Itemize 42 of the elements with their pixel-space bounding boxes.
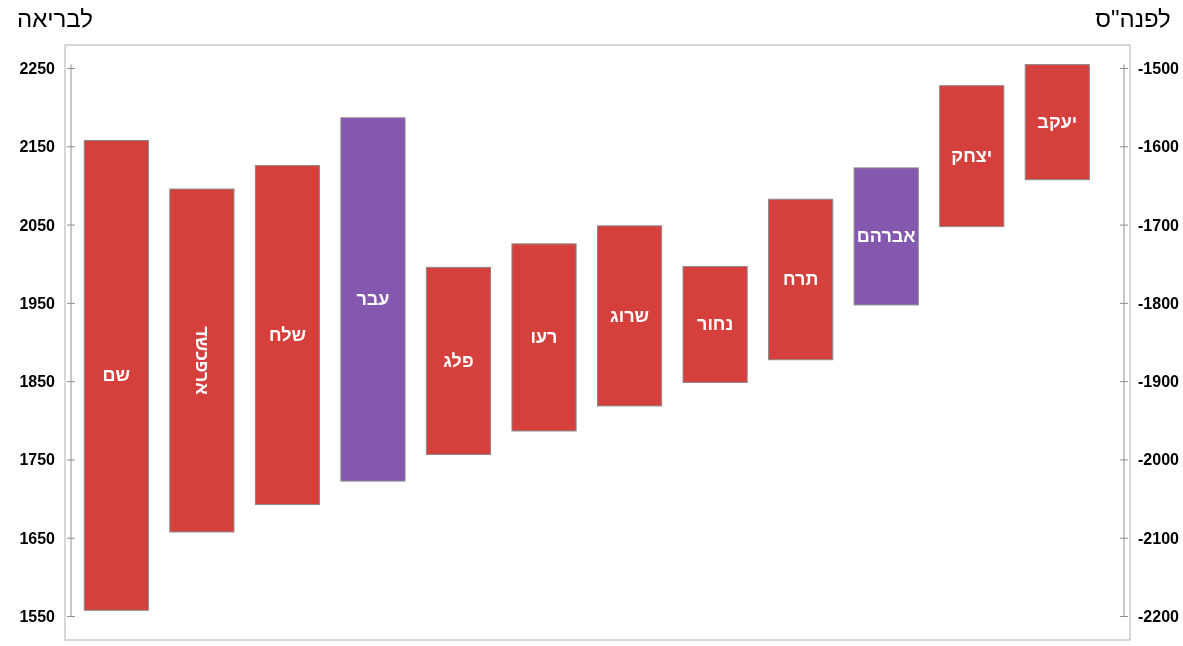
- y-tick-label: 1850: [19, 373, 56, 391]
- y2-tick-label: -1500: [1138, 59, 1180, 77]
- y2-tick-label: -1700: [1138, 216, 1180, 234]
- x-tick-label: עבר: [356, 289, 390, 310]
- x-tick-label: שם: [102, 365, 131, 386]
- y2-tick-label: -2100: [1138, 529, 1180, 547]
- x-tick-label: תרח: [782, 269, 819, 290]
- y-tick-label: 1950: [19, 294, 56, 312]
- bar: [768, 198, 834, 361]
- x-tick-label: ארפכשד: [191, 326, 212, 395]
- bar: [853, 167, 919, 306]
- y2-axis-title: לפנה"ס: [1095, 5, 1171, 32]
- x-tick-label: שלח: [268, 325, 306, 346]
- x-tick-label: יעקב: [1037, 112, 1078, 133]
- y-tick-label: 2150: [19, 138, 56, 156]
- y-axis-title: לבריאה: [17, 5, 93, 32]
- y-tick-label: 2050: [19, 216, 56, 234]
- x-tick-label: שרוג: [610, 305, 650, 326]
- bar: [511, 243, 577, 432]
- y2-tick-label: -1900: [1138, 373, 1180, 391]
- y-tick-label: 2250: [19, 59, 56, 77]
- x-tick-label: יצחק: [951, 146, 993, 167]
- y2-tick-label: -2000: [1138, 451, 1180, 469]
- bar: [254, 165, 320, 506]
- y2-tick-label: -1600: [1138, 138, 1180, 156]
- bar: [1024, 64, 1090, 181]
- y-tick-label: 1650: [19, 529, 56, 547]
- x-tick-label: אברהם: [856, 226, 916, 247]
- bar: [425, 266, 492, 455]
- bar: [83, 140, 149, 611]
- y-tick-label: 1750: [19, 451, 56, 469]
- y2-tick-label: -1800: [1138, 294, 1180, 312]
- bar: [169, 188, 235, 533]
- bar: [597, 225, 663, 407]
- bar: [340, 117, 406, 482]
- x-tick-label: פלג: [443, 350, 474, 371]
- bar: [682, 266, 748, 383]
- y2-tick-label: -2200: [1138, 608, 1180, 626]
- x-tick-label: רעו: [530, 327, 558, 348]
- y-tick-label: 1550: [19, 608, 56, 626]
- bar: [939, 85, 1005, 228]
- x-tick-label: נחור: [697, 314, 734, 335]
